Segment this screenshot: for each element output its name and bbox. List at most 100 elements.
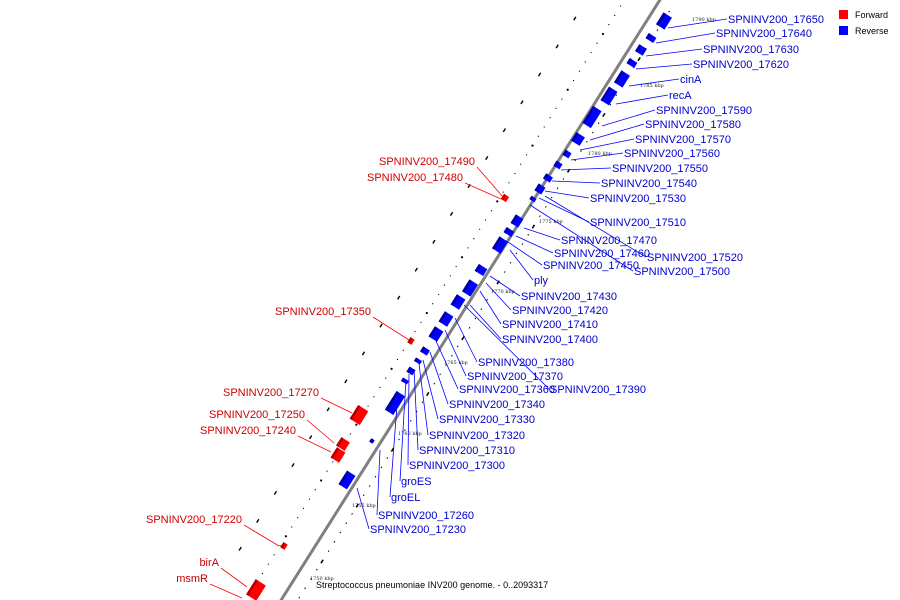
forward-gene-label[interactable]: SPNINV200_17270 — [223, 387, 319, 399]
tick-dot — [467, 247, 469, 249]
tick-mark — [609, 103, 612, 106]
reverse-gene-label[interactable]: SPNINV200_17530 — [590, 193, 686, 205]
tick-mark — [591, 131, 594, 134]
forward-gene-label[interactable]: SPNINV200_17490 — [379, 156, 475, 168]
reverse-gene-label[interactable]: SPNINV200_17430 — [521, 291, 617, 303]
label-leader-line — [476, 166, 504, 198]
reverse-gene-block — [450, 294, 466, 310]
reverse-gene-label[interactable]: SPNINV200_17420 — [512, 305, 608, 317]
reverse-gene-label[interactable]: SPNINV200_17640 — [716, 28, 812, 40]
reverse-gene-label[interactable]: SPNINV200_17260 — [378, 510, 474, 522]
tick-mark — [398, 438, 400, 441]
tick-mark — [509, 261, 512, 264]
tick-mark — [256, 518, 260, 523]
forward-gene-label[interactable]: birA — [199, 557, 219, 569]
reverse-gene-label[interactable]: groES — [401, 476, 432, 488]
forward-gene-label[interactable]: msmR — [176, 573, 208, 585]
legend-reverse-label: Reverse — [855, 26, 889, 36]
gene-labels: SPNINV200_17650 SPNINV200_17640 SPNINV200_… — [146, 14, 824, 585]
reverse-gene-label[interactable]: SPNINV200_17550 — [612, 163, 708, 175]
tick-mark — [238, 546, 242, 551]
tick-dot — [460, 256, 464, 259]
forward-gene-label[interactable]: SPNINV200_17350 — [275, 306, 371, 318]
tick-label: 1755 kbp — [352, 503, 376, 509]
reverse-gene-block — [369, 438, 375, 444]
reverse-gene-label[interactable]: SPNINV200_17540 — [601, 178, 697, 190]
reverse-gene-label[interactable]: SPNINV200_17390 — [550, 384, 646, 396]
reverse-gene-label[interactable]: SPNINV200_17410 — [502, 319, 598, 331]
label-leader-line — [485, 282, 512, 311]
forward-gene-label[interactable]: SPNINV200_17220 — [146, 514, 242, 526]
label-leader-line — [489, 275, 521, 297]
tick-dot — [443, 284, 446, 286]
forward-gene-label[interactable]: SPNINV200_17480 — [367, 172, 463, 184]
tick-mark — [544, 206, 547, 208]
tick-dot — [332, 461, 334, 463]
tick-mark — [386, 457, 389, 459]
tick-dot — [590, 51, 592, 54]
reverse-gene-label[interactable]: SPNINV200_17370 — [467, 371, 563, 383]
reverse-gene-block — [400, 377, 410, 385]
label-leader-line — [655, 32, 716, 44]
tick-mark — [602, 112, 606, 118]
reverse-gene-label[interactable]: SPNINV200_17400 — [502, 334, 598, 346]
reverse-gene-label[interactable]: SPNINV200_17570 — [635, 134, 731, 146]
reverse-gene-label[interactable]: groEL — [391, 492, 420, 504]
tick-dot — [555, 107, 557, 109]
tick-mark — [502, 128, 507, 133]
tick-mark — [379, 323, 383, 328]
tick-mark — [273, 490, 278, 496]
tick-mark — [456, 345, 459, 348]
reverse-gene-label[interactable]: SPNINV200_17470 — [561, 235, 657, 247]
label-leader-line — [589, 123, 645, 141]
tick-mark — [531, 224, 536, 229]
tick-mark — [345, 522, 348, 525]
reverse-gene-label[interactable]: SPNINV200_17650 — [728, 14, 824, 26]
reverse-gene-label[interactable]: SPNINV200_17340 — [449, 399, 545, 411]
forward-gene-label[interactable]: SPNINV200_17240 — [200, 425, 296, 437]
reverse-gene-block — [553, 160, 563, 170]
tick-dot — [455, 265, 457, 268]
reverse-gene-label[interactable]: SPNINV200_17380 — [478, 357, 574, 369]
reverse-gene-label[interactable]: SPNINV200_17300 — [409, 460, 505, 472]
tick-dot — [608, 24, 610, 26]
reverse-gene-label[interactable]: SPNINV200_17520 — [647, 252, 743, 264]
forward-gene-label[interactable]: SPNINV200_17250 — [209, 409, 305, 421]
tick-dot — [561, 98, 563, 100]
legend-forward-label: Forward — [855, 10, 888, 20]
tick-mark — [316, 568, 318, 571]
reverse-gene-label[interactable]: SPNINV200_17330 — [439, 414, 535, 426]
legend-forward-swatch — [839, 10, 848, 19]
reverse-gene-label[interactable]: ply — [534, 275, 549, 287]
label-leader-line — [389, 391, 399, 498]
reverse-gene-label[interactable]: SPNINV200_17580 — [645, 119, 741, 131]
reverse-gene-label[interactable]: SPNINV200_17320 — [429, 430, 525, 442]
reverse-gene-block — [600, 86, 618, 106]
tick-mark — [409, 419, 412, 422]
reverse-gene-label[interactable]: SPNINV200_17630 — [703, 44, 799, 56]
reverse-gene-label[interactable]: SPNINV200_17510 — [590, 217, 686, 229]
reverse-gene-label[interactable]: SPNINV200_17230 — [370, 524, 466, 536]
tick-mark — [550, 196, 553, 199]
label-leader-line — [479, 290, 502, 325]
reverse-gene-label[interactable]: SPNINV200_17310 — [419, 445, 515, 457]
tick-dot — [396, 358, 399, 361]
reverse-gene-label[interactable]: cinA — [680, 74, 702, 86]
tick-mark — [573, 16, 577, 21]
tick-mark — [390, 447, 395, 452]
reverse-gene-block — [492, 236, 508, 254]
reverse-gene-label[interactable]: SPNINV200_17360 — [459, 384, 555, 396]
reverse-gene-label[interactable]: SPNINV200_17590 — [656, 105, 752, 117]
forward-gene-block — [280, 542, 288, 550]
reverse-gene-label[interactable]: recA — [669, 90, 692, 102]
label-leader-line — [435, 340, 459, 390]
reverse-gene-label[interactable]: SPNINV200_17450 — [543, 260, 639, 272]
tick-dot — [601, 32, 605, 36]
tick-dot — [596, 42, 598, 44]
reverse-gene-label[interactable]: SPNINV200_17460 — [554, 248, 650, 260]
tick-mark — [439, 373, 441, 376]
reverse-gene-label[interactable]: SPNINV200_17620 — [693, 59, 789, 71]
reverse-gene-label[interactable]: SPNINV200_17560 — [624, 148, 720, 160]
tick-dot — [320, 479, 323, 482]
reverse-gene-label[interactable]: SPNINV200_17500 — [634, 266, 730, 278]
